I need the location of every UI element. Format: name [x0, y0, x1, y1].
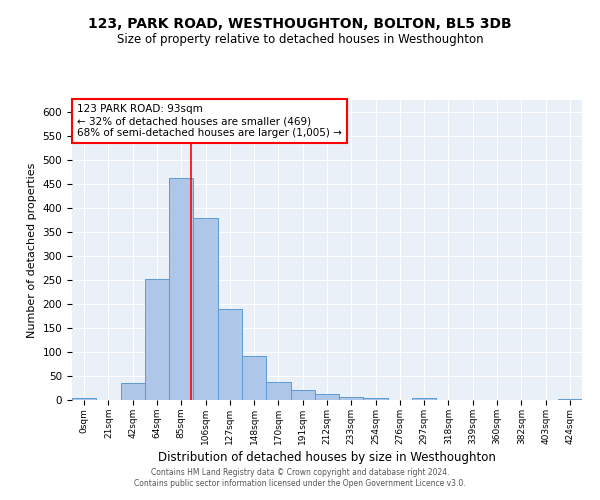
Bar	[364, 398, 388, 400]
Bar	[193, 218, 218, 400]
Bar	[218, 309, 242, 400]
Text: Size of property relative to detached houses in Westhoughton: Size of property relative to detached ho…	[116, 32, 484, 46]
Bar	[558, 398, 582, 400]
Bar	[339, 397, 364, 400]
Bar	[242, 356, 266, 400]
Text: Distribution of detached houses by size in Westhoughton: Distribution of detached houses by size …	[158, 451, 496, 464]
Y-axis label: Number of detached properties: Number of detached properties	[27, 162, 37, 338]
Bar	[121, 383, 145, 400]
Text: 123 PARK ROAD: 93sqm
← 32% of detached houses are smaller (469)
68% of semi-deta: 123 PARK ROAD: 93sqm ← 32% of detached h…	[77, 104, 342, 138]
Bar	[145, 279, 169, 400]
Bar	[412, 398, 436, 400]
Bar	[169, 178, 193, 400]
Text: 123, PARK ROAD, WESTHOUGHTON, BOLTON, BL5 3DB: 123, PARK ROAD, WESTHOUGHTON, BOLTON, BL…	[88, 18, 512, 32]
Bar	[266, 382, 290, 400]
Bar	[315, 394, 339, 400]
Text: Contains HM Land Registry data © Crown copyright and database right 2024.
Contai: Contains HM Land Registry data © Crown c…	[134, 468, 466, 487]
Bar	[290, 390, 315, 400]
Bar	[72, 398, 96, 400]
